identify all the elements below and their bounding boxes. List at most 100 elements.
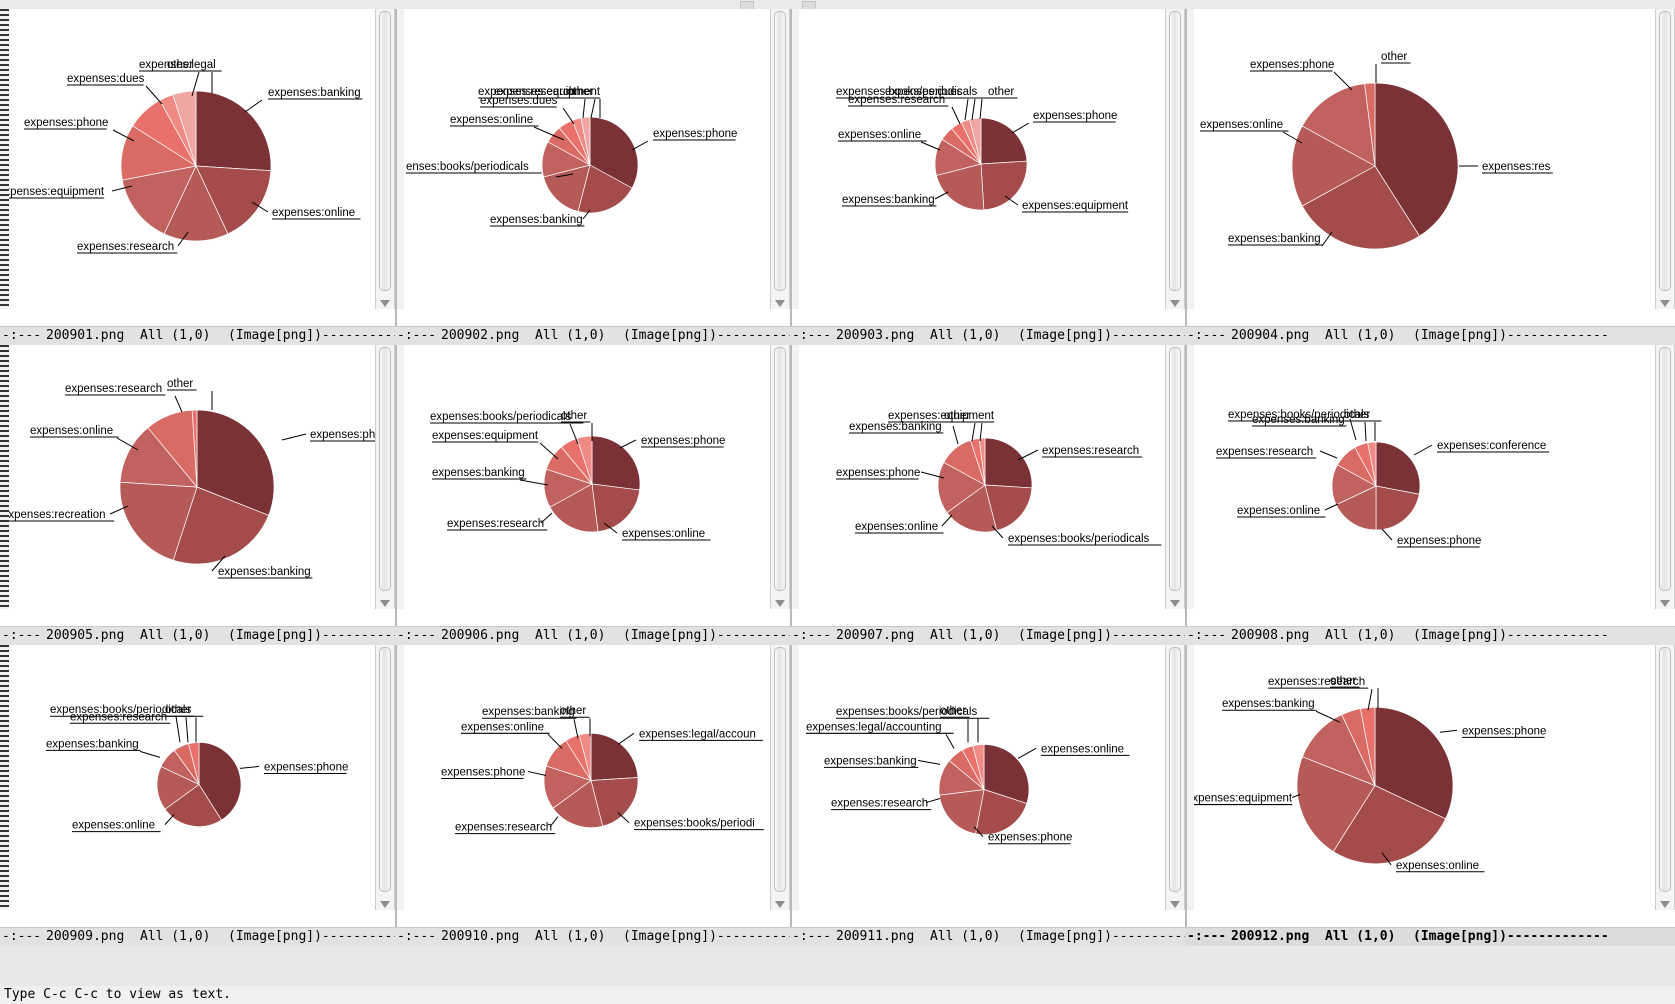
scrollbar-thumb[interactable] — [1659, 11, 1671, 291]
window-divider[interactable] — [395, 645, 397, 928]
vertical-scrollbar[interactable] — [770, 645, 790, 910]
scrollbar-thumb[interactable] — [379, 11, 391, 291]
image-canvas[interactable]: expenses:phone expenses:online expenses:eq… — [1185, 645, 1675, 928]
scrollbar-thumb[interactable] — [774, 347, 786, 591]
pie-chart-200904: expenses:res expenses:banking expenses:onl… — [1194, 9, 1657, 327]
pie-chart-200910: expenses:legal/accoun expenses:books/peri… — [404, 645, 772, 928]
window-divider[interactable] — [395, 345, 397, 627]
image-canvas[interactable]: expenses:phone expenses:online expenses:re… — [395, 345, 790, 627]
pie-slice — [1374, 82, 1459, 237]
mode-line-200903[interactable]: -:--- 200903.png All (1,0) (Image[png])----… — [790, 326, 1185, 345]
scroll-down-arrow-icon[interactable] — [380, 300, 390, 307]
scroll-down-arrow-icon[interactable] — [1170, 300, 1180, 307]
vertical-scrollbar[interactable] — [1655, 345, 1675, 609]
scrollbar-thumb[interactable] — [1169, 11, 1181, 291]
image-canvas[interactable]: expenses:phone expenses:banking expenses:r… — [0, 345, 395, 627]
scrollbar-thumb[interactable] — [379, 347, 391, 591]
scroll-down-arrow-icon[interactable] — [1660, 901, 1670, 908]
image-canvas[interactable]: expenses:phone expenses:equipment expenses… — [790, 9, 1185, 327]
mode-line-flags: -:--- — [792, 328, 832, 343]
image-canvas[interactable]: expenses:legal/accoun expenses:books/peri… — [395, 645, 790, 928]
emacs-window-200907[interactable]: expenses:research expenses:books/periodic… — [790, 345, 1185, 645]
mode-line-position: All (1,0) — [535, 929, 606, 944]
mode-line-200909[interactable]: -:--- 200909.png All (1,0) (Image[png])----… — [0, 927, 395, 946]
emacs-window-200908[interactable]: expenses:conference expenses:phone expense… — [1185, 345, 1675, 645]
vertical-scrollbar[interactable] — [375, 645, 395, 910]
image-canvas[interactable]: expenses:phone expenses:banking enses:book… — [395, 9, 790, 327]
vertical-scrollbar[interactable] — [375, 9, 395, 309]
echo-area[interactable]: Type C-c C-c to view as text. — [0, 986, 1675, 1004]
emacs-window-200910[interactable]: expenses:legal/accoun expenses:books/peri… — [395, 645, 790, 946]
pie-slice-label: other — [567, 86, 593, 98]
window-divider[interactable] — [790, 9, 792, 327]
mode-line-major-mode: (Image[png]) — [228, 328, 322, 343]
window-divider[interactable] — [790, 645, 792, 928]
pie-slice-label: expenses:research — [1268, 676, 1365, 688]
mode-line-200911[interactable]: -:--- 200911.png All (1,0) (Image[png])----… — [790, 927, 1185, 946]
mode-line-200906[interactable]: -:--- 200906.png All (1,0) (Image[png])----… — [395, 626, 790, 645]
window-divider[interactable] — [1185, 345, 1187, 627]
emacs-window-200911[interactable]: expenses:online expenses:phone expenses:re… — [790, 645, 1185, 946]
vertical-scrollbar[interactable] — [1165, 9, 1185, 309]
window-divider[interactable] — [395, 9, 397, 327]
pie-slice-label: expenses:online — [1396, 860, 1479, 872]
image-canvas[interactable]: expenses:conference expenses:phone expense… — [1185, 345, 1675, 627]
emacs-window-200902[interactable]: expenses:phone expenses:banking enses:book… — [395, 9, 790, 345]
pie-slice-label: expenses:legal — [139, 59, 216, 71]
vertical-scrollbar[interactable] — [375, 345, 395, 609]
mode-line-200908[interactable]: -:--- 200908.png All (1,0) (Image[png])----… — [1185, 626, 1675, 645]
pie-chart-200906: expenses:phone expenses:online expenses:re… — [404, 345, 772, 627]
pie-slice-label: expenses:phone — [310, 429, 377, 441]
scroll-down-arrow-icon[interactable] — [1660, 600, 1670, 607]
pie-slice-label: other — [944, 410, 970, 422]
scroll-down-arrow-icon[interactable] — [1170, 901, 1180, 908]
scrollbar-thumb[interactable] — [1169, 647, 1181, 892]
image-canvas[interactable]: expenses:research expenses:books/periodic… — [790, 345, 1185, 627]
emacs-window-200912[interactable]: expenses:phone expenses:online expenses:eq… — [1185, 645, 1675, 946]
scrollbar-thumb[interactable] — [774, 647, 786, 892]
scrollbar-thumb[interactable] — [774, 11, 786, 291]
image-canvas[interactable]: expenses:phone expenses:online expenses:ba… — [0, 645, 395, 928]
scrollbar-thumb[interactable] — [1659, 347, 1671, 591]
vertical-scrollbar[interactable] — [1655, 645, 1675, 910]
window-divider[interactable] — [1185, 645, 1187, 928]
window-row-2: expenses:phoneexpenses:bankingexpenses:r… — [0, 345, 1675, 645]
window-divider[interactable] — [1185, 9, 1187, 327]
emacs-window-200905[interactable]: expenses:phone expenses:banking expenses:r… — [0, 345, 395, 645]
scroll-down-arrow-icon[interactable] — [775, 300, 785, 307]
scroll-down-arrow-icon[interactable] — [775, 600, 785, 607]
mode-line-200905[interactable]: -:--- 200905.png All (1,0) (Image[png])----… — [0, 626, 395, 645]
mode-line-filler: ------------- — [321, 628, 395, 643]
mode-line-200910[interactable]: -:--- 200910.png All (1,0) (Image[png])----… — [395, 927, 790, 946]
emacs-window-200901[interactable]: expenses:banking expenses:online expenses:… — [0, 9, 395, 345]
emacs-window-200904[interactable]: expenses:res expenses:banking expenses:onl… — [1185, 9, 1675, 345]
pie-slice-label: expenses:research — [1042, 445, 1139, 457]
image-canvas[interactable]: expenses:banking expenses:online expenses:… — [0, 9, 395, 327]
vertical-scrollbar[interactable] — [770, 345, 790, 609]
vertical-scrollbar[interactable] — [1655, 9, 1675, 309]
mode-line-200901[interactable]: -:--- 200901.png All (1,0) (Image[png])----… — [0, 326, 395, 345]
window-divider[interactable] — [790, 345, 792, 627]
pie-slice-label: expenses:online — [30, 425, 113, 437]
mode-line-200904[interactable]: -:--- 200904.png All (1,0) (Image[png])----… — [1185, 326, 1675, 345]
scrollbar-thumb[interactable] — [1659, 647, 1671, 892]
mode-line-200902[interactable]: -:--- 200902.png All (1,0) (Image[png])----… — [395, 326, 790, 345]
vertical-scrollbar[interactable] — [770, 9, 790, 309]
scroll-down-arrow-icon[interactable] — [380, 901, 390, 908]
scroll-down-arrow-icon[interactable] — [380, 600, 390, 607]
image-canvas[interactable]: expenses:res expenses:banking expenses:onl… — [1185, 9, 1675, 327]
scroll-down-arrow-icon[interactable] — [1170, 600, 1180, 607]
scrollbar-thumb[interactable] — [379, 647, 391, 892]
scrollbar-thumb[interactable] — [1169, 347, 1181, 591]
scroll-down-arrow-icon[interactable] — [1660, 300, 1670, 307]
emacs-window-200906[interactable]: expenses:phone expenses:online expenses:re… — [395, 345, 790, 645]
image-canvas[interactable]: expenses:online expenses:phone expenses:re… — [790, 645, 1185, 928]
emacs-window-200903[interactable]: expenses:phone expenses:equipment expenses… — [790, 9, 1185, 345]
mode-line-200912[interactable]: -:--- 200912.png All (1,0) (Image[png])----… — [1185, 927, 1675, 946]
scroll-down-arrow-icon[interactable] — [775, 901, 785, 908]
vertical-scrollbar[interactable] — [1165, 645, 1185, 910]
mode-line-200907[interactable]: -:--- 200907.png All (1,0) (Image[png])----… — [790, 626, 1185, 645]
vertical-scrollbar[interactable] — [1165, 345, 1185, 609]
emacs-window-200909[interactable]: expenses:phone expenses:online expenses:ba… — [0, 645, 395, 946]
